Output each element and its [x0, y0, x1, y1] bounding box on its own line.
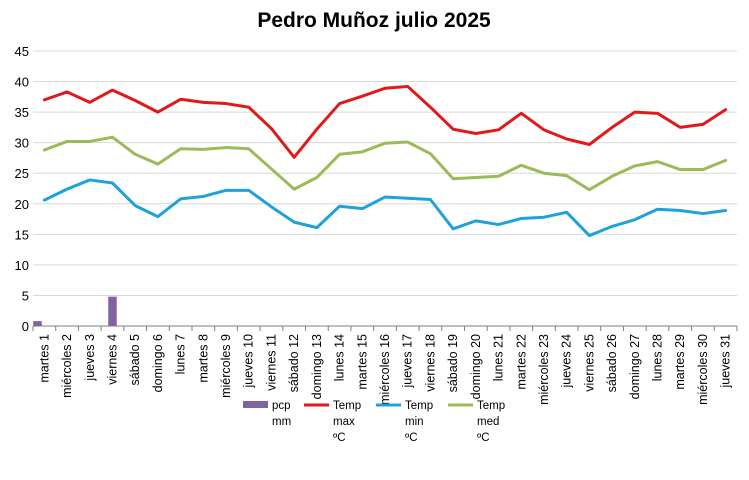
x-tick-label: viernes 25	[582, 334, 596, 392]
legend-item: Temp min ºC	[376, 400, 433, 444]
x-tick-label: sábado 19	[446, 334, 460, 392]
legend-item: Temp max ºC	[304, 400, 361, 444]
legend-label: ºC	[477, 432, 490, 444]
x-tick-label: sábado 5	[128, 334, 142, 385]
x-tick-label: martes 22	[514, 334, 528, 390]
legend-swatch	[243, 401, 268, 408]
legend-label: max	[333, 416, 355, 428]
x-tick-label: domingo 27	[628, 334, 642, 399]
chart-title: Pedro Muñoz julio 2025	[257, 9, 491, 32]
y-tick-label: 20	[15, 197, 29, 212]
y-tick-label: 30	[15, 136, 29, 151]
y-tick-label: 10	[15, 258, 29, 273]
x-tick-label: martes 29	[673, 334, 687, 390]
y-tick-label: 0	[22, 319, 29, 334]
x-tick-label: lunes 14	[333, 334, 347, 381]
legend-label: min	[405, 416, 424, 428]
y-tick-label: 45	[15, 44, 29, 59]
x-tick-label: sábado 26	[605, 334, 619, 392]
x-tick-label: lunes 28	[651, 334, 665, 381]
x-tick-label: miércoles 30	[696, 334, 710, 405]
x-tick-label: martes 1	[37, 334, 51, 383]
x-tick-label: domingo 20	[469, 334, 483, 399]
x-tick-label: martes 15	[355, 334, 369, 390]
legend-label: ºC	[405, 432, 418, 444]
legend-label: mm	[272, 416, 291, 428]
legend-label: ºC	[333, 432, 346, 444]
x-tick-label: jueves 17	[401, 334, 415, 389]
series-line-3	[42, 135, 728, 192]
x-tick-label: lunes 7	[174, 334, 188, 374]
x-tick-label: sábado 12	[287, 334, 301, 392]
x-tick-label: miércoles 16	[378, 334, 392, 405]
x-tick-label: jueves 24	[560, 334, 574, 389]
legend-label: Temp	[405, 400, 433, 412]
gridlines	[33, 50, 737, 327]
x-tick-label: miércoles 9	[219, 334, 233, 398]
x-tick-label: miércoles 2	[60, 334, 74, 398]
series-line-1	[42, 84, 728, 159]
pcp-bar	[108, 296, 117, 326]
temperature-lines	[42, 84, 728, 238]
x-tick-label: viernes 18	[423, 334, 437, 392]
x-tick-label: viernes 11	[264, 334, 278, 391]
x-tick-label: domingo 13	[310, 334, 324, 399]
x-tick-label: martes 8	[196, 334, 210, 383]
legend-label: pcp	[272, 400, 291, 412]
legend-item: pcp mm	[243, 400, 291, 428]
series-line-2	[42, 178, 728, 238]
y-tick-label: 5	[22, 288, 29, 303]
y-tick-label: 15	[15, 227, 29, 242]
x-tick-label: jueves 31	[719, 334, 733, 389]
precipitation-bars	[33, 296, 117, 326]
y-tick-label: 25	[15, 166, 29, 181]
y-tick-label: 40	[15, 75, 29, 90]
legend-label: Temp	[333, 400, 361, 412]
x-tick-label: jueves 10	[242, 334, 256, 389]
x-tick-label: domingo 6	[151, 334, 165, 392]
y-tick-label: 35	[15, 105, 29, 120]
x-tick-label: lunes 21	[492, 334, 506, 381]
x-tick-label: miércoles 23	[537, 334, 551, 405]
legend-label: Temp	[477, 400, 505, 412]
pcp-bar	[33, 321, 42, 326]
x-tick-label: jueves 3	[83, 334, 97, 382]
x-tick-label: viernes 4	[105, 334, 119, 385]
legend: pcp mm Temp max ºC Temp min ºC Temp med ºC	[243, 400, 505, 444]
y-axis: 0 5 10 15 20 25 30 35 40 45	[15, 44, 29, 334]
x-axis: martes 1 miércoles 2 jueves 3 viernes 4 sába…	[32, 326, 738, 405]
legend-label: med	[477, 416, 499, 428]
legend-item: Temp med ºC	[448, 400, 505, 444]
